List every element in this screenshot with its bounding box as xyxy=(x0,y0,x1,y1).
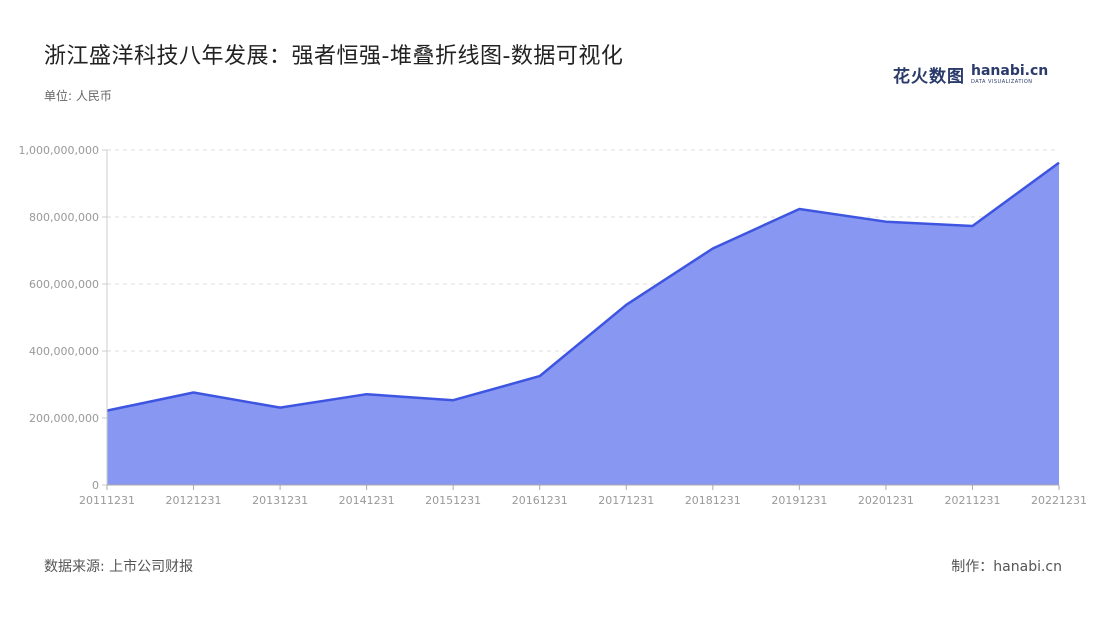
data-point-20151231 xyxy=(450,397,456,403)
logo-sub-text: DATA VISUALIZATION xyxy=(971,79,1033,85)
data-point-20141231 xyxy=(364,391,370,397)
data-point-20191231 xyxy=(796,206,802,212)
series-area-fill xyxy=(107,162,1059,485)
area-series xyxy=(106,160,1062,485)
x-tick-label: 20131231 xyxy=(252,494,308,507)
axes: 0 200,000,000 400,000,000 600,000,000 800,00… xyxy=(19,144,1087,507)
x-tick-label: 20121231 xyxy=(166,494,222,507)
y-tick-label: 800,000,000 xyxy=(29,211,99,224)
y-tick-label: 400,000,000 xyxy=(29,345,99,358)
x-tick-label: 20141231 xyxy=(339,494,395,507)
data-point-20201231 xyxy=(883,219,889,225)
data-point-20171231 xyxy=(623,302,629,308)
logo-en-block: hanabi.cn DATA VISUALIZATION xyxy=(971,64,1048,85)
data-point-20161231 xyxy=(537,373,543,379)
data-point-20221231 xyxy=(1056,160,1062,166)
x-tick-label: 20211231 xyxy=(944,494,1000,507)
x-tick-label: 20161231 xyxy=(512,494,568,507)
data-point-20121231 xyxy=(191,390,197,396)
data-point-20181231 xyxy=(710,245,716,251)
x-tick-label: 20181231 xyxy=(685,494,741,507)
x-tick-label: 20151231 xyxy=(425,494,481,507)
logo-en-text: hanabi.cn xyxy=(971,63,1049,79)
x-tick-label: 20171231 xyxy=(598,494,654,507)
brand-logo: 花火数图 hanabi.cn DATA VISUALIZATION xyxy=(893,62,1048,87)
x-tick-label: 20191231 xyxy=(771,494,827,507)
y-tick-label: 1,000,000,000 xyxy=(19,144,99,157)
data-point-20211231 xyxy=(969,223,975,229)
y-tick-label: 600,000,000 xyxy=(29,278,99,291)
x-tick-label: 20111231 xyxy=(79,494,135,507)
data-point-20131231 xyxy=(277,405,283,411)
series-line xyxy=(106,161,1060,412)
unit-label: 单位: 人民币 xyxy=(44,89,112,103)
x-tick-label: 20221231 xyxy=(1031,494,1087,507)
data-source: 数据来源: 上市公司财报 xyxy=(44,559,194,575)
x-tick-label: 20201231 xyxy=(858,494,914,507)
logo-cn-text: 花火数图 xyxy=(893,67,965,87)
y-tick-label: 0 xyxy=(92,479,99,492)
credit: 制作：hanabi.cn xyxy=(951,559,1062,575)
chart-title: 浙江盛洋科技八年发展：强者恒强-堆叠折线图-数据可视化 xyxy=(44,44,624,69)
y-tick-label: 200,000,000 xyxy=(29,412,99,425)
